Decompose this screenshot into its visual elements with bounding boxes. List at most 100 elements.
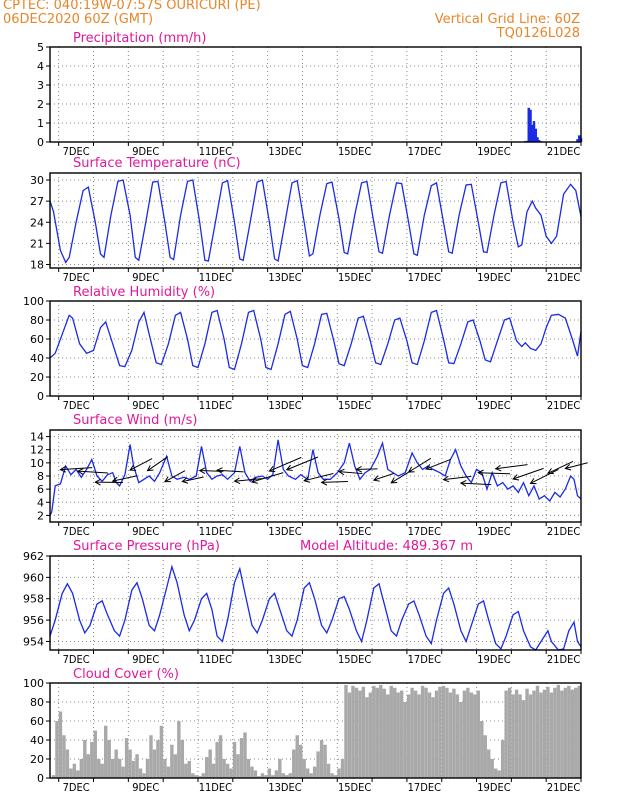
wind-arrow-head-26 — [512, 474, 520, 481]
cloud-bar-128 — [497, 770, 501, 778]
cloud-bar-32 — [163, 759, 167, 778]
cloud-bar-132 — [511, 694, 515, 778]
precip-bar-5 — [532, 121, 536, 142]
wind-arrow-10 — [234, 477, 264, 482]
cloud-bar-59 — [257, 776, 261, 778]
header-station: CPTEC: 040:19W-07:57S OURICURI (PE) — [3, 0, 261, 13]
cloud-bar-17 — [110, 759, 115, 778]
cloud-bar-5 — [69, 768, 73, 778]
x-tick-label-5-4: 15DEC — [338, 781, 371, 794]
y-tick-label-3-6: 14 — [30, 431, 44, 444]
cloud-bar-95 — [382, 688, 386, 778]
cloud-bar-148 — [567, 685, 571, 778]
cloud-bar-77 — [319, 740, 324, 778]
x-tick-label-4-5: 17DEC — [408, 653, 441, 666]
cloud-bar-110 — [434, 690, 439, 778]
cloud-bar-76 — [316, 751, 320, 778]
x-tick-label-1-3: 13DEC — [268, 271, 301, 284]
cloud-bar-19 — [117, 759, 122, 778]
precip-bar-6 — [534, 128, 537, 142]
x-tick-label-4-2: 11DEC — [199, 653, 232, 666]
x-tick-label-2-5: 17DEC — [408, 399, 441, 412]
wind-arrow-25 — [495, 464, 528, 470]
cloud-bar-114 — [448, 692, 453, 778]
y-tick-label-2-0: 0 — [37, 390, 44, 403]
x-tick-label-0-0: 7DEC — [63, 145, 90, 158]
cloud-bar-34 — [170, 744, 174, 778]
y-tick-label-2-5: 100 — [23, 295, 44, 308]
wind-arrow-20 — [408, 457, 432, 473]
panel-annotation-4: Model Altitude: 489.367 m — [300, 539, 473, 554]
wind-arrow-head-28 — [546, 468, 554, 475]
x-tick-label-1-1: 9DEC — [132, 271, 159, 284]
cloud-bar-136 — [525, 688, 529, 778]
cloud-bar-41 — [194, 775, 198, 778]
x-tick-label-3-3: 13DEC — [268, 525, 301, 538]
cloud-bar-145 — [556, 684, 561, 778]
x-tick-label-0-1: 9DEC — [132, 145, 159, 158]
cloud-bar-42 — [198, 776, 202, 778]
cloud-bar-87 — [354, 687, 359, 778]
x-tick-label-5-6: 19DEC — [477, 781, 510, 794]
cloud-bar-68 — [288, 773, 292, 778]
cloud-bar-93 — [375, 687, 380, 778]
x-tick-label-5-2: 11DEC — [199, 781, 232, 794]
x-tick-label-2-0: 7DEC — [63, 399, 90, 412]
y-tick-label-4-2: 958 — [23, 593, 44, 606]
y-tick-label-5-3: 60 — [30, 715, 44, 728]
precip-bar-3 — [529, 109, 532, 142]
cloud-bar-31 — [159, 725, 164, 778]
panel-frame-2 — [49, 300, 582, 397]
cloud-bar-44 — [204, 757, 209, 778]
cloud-bar-35 — [173, 754, 178, 778]
cloud-bar-105 — [417, 694, 421, 778]
cloud-bar-15 — [104, 725, 108, 778]
cloud-bar-3 — [62, 735, 66, 778]
wind-arrow-head-16 — [337, 468, 345, 476]
wind-arrow-head-19 — [390, 477, 398, 484]
wind-arrow-head-8 — [198, 467, 206, 475]
series-line-3 — [49, 439, 582, 516]
cloud-bar-81 — [333, 775, 338, 778]
cloud-bar-40 — [191, 773, 195, 778]
cloud-bar-150 — [574, 687, 578, 778]
cloud-bar-25 — [138, 768, 143, 778]
cloud-bar-151 — [577, 685, 581, 778]
cloud-bar-12 — [93, 730, 97, 778]
cloud-bar-113 — [445, 687, 449, 778]
y-tick-label-5-0: 0 — [37, 772, 44, 785]
x-tick-label-5-0: 7DEC — [63, 781, 90, 794]
y-tick-label-4-0: 954 — [23, 635, 44, 648]
x-tick-label-3-5: 17DEC — [408, 525, 441, 538]
cloud-bar-94 — [379, 684, 383, 778]
y-tick-label-2-3: 60 — [30, 333, 44, 346]
cloud-bar-0 — [51, 775, 56, 778]
cloud-bar-63 — [271, 775, 275, 778]
cloud-bar-130 — [504, 690, 508, 778]
cloud-bar-82 — [337, 768, 341, 778]
cloud-bar-102 — [406, 694, 411, 778]
cloud-bar-30 — [156, 740, 160, 778]
x-tick-label-3-6: 19DEC — [477, 525, 510, 538]
cloud-bar-4 — [65, 749, 70, 778]
cloud-bar-64 — [274, 770, 279, 778]
cloud-bar-14 — [100, 763, 104, 778]
cloud-bar-92 — [372, 685, 376, 778]
cloud-bar-116 — [455, 694, 460, 778]
cloud-bar-140 — [539, 692, 543, 778]
x-tick-label-4-7: 21DEC — [547, 653, 580, 666]
wind-arrow-13 — [286, 456, 319, 471]
cloud-bar-99 — [396, 692, 400, 778]
cloud-bar-16 — [107, 740, 111, 778]
wind-arrow-head-22 — [442, 475, 450, 483]
cloud-bar-147 — [563, 687, 568, 778]
x-tick-label-1-5: 17DEC — [408, 271, 441, 284]
cloud-bar-27 — [145, 759, 150, 778]
y-tick-label-4-1: 956 — [23, 614, 44, 627]
header-grid-line: Vertical Grid Line: 60Z — [434, 12, 580, 27]
precip-bar-8 — [537, 140, 541, 142]
cloud-bar-10 — [86, 754, 91, 778]
cloud-bar-109 — [431, 697, 435, 778]
cloud-bar-7 — [76, 770, 80, 778]
y-tick-label-2-2: 40 — [30, 352, 44, 365]
